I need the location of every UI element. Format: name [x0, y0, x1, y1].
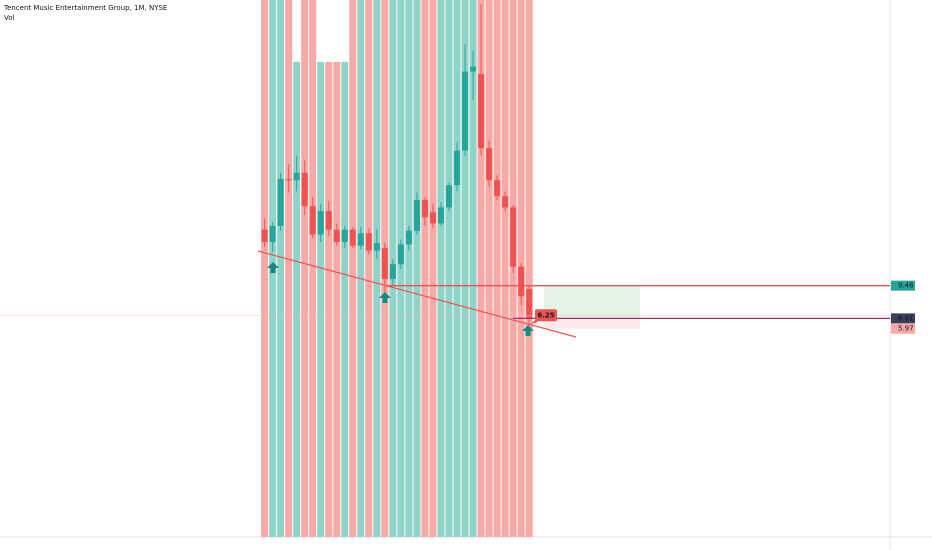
volume-bar [405, 0, 413, 538]
candle-body [341, 229, 348, 242]
price-badge [891, 323, 915, 334]
candle-body [261, 229, 268, 242]
volume-bar [309, 0, 317, 538]
low-bubble [535, 309, 557, 322]
position-loss [544, 318, 640, 329]
candle-body [389, 264, 396, 279]
volume-bar [293, 61, 301, 538]
candle-body [518, 266, 525, 297]
candle-body [365, 233, 372, 251]
candle-body [269, 225, 276, 242]
candle-body [502, 196, 509, 208]
volume-bar [469, 0, 477, 537]
candle-body [405, 230, 412, 245]
price-badge-label: 9.46 [898, 282, 914, 290]
candle-body [510, 207, 517, 267]
volume-bar [453, 0, 461, 537]
volume-bar [301, 0, 309, 537]
trendline [257, 250, 577, 338]
candle-body [413, 199, 420, 231]
volume-bar [413, 0, 421, 537]
candle-body [325, 211, 332, 230]
volume-bar [461, 0, 469, 538]
volume-bar [349, 0, 357, 537]
candle-body [381, 248, 388, 279]
volume-bar [485, 0, 493, 537]
candle-body [397, 244, 404, 265]
candle-body [478, 74, 485, 149]
price-badge [891, 313, 915, 324]
arrow [379, 292, 391, 303]
candle-body [301, 172, 308, 207]
volume-bar [437, 0, 445, 538]
candle-body [454, 150, 461, 186]
volume-bar [333, 61, 341, 538]
candle-body [357, 233, 364, 246]
candle-body [446, 185, 453, 208]
candle-body [437, 207, 444, 224]
low-bubble-label: 6.25 [537, 311, 554, 319]
candle-body [470, 66, 477, 72]
volume-bar [445, 0, 453, 537]
price-badge [891, 280, 915, 291]
candle-body [526, 288, 533, 319]
candle-body [462, 71, 469, 151]
volume-bar [525, 0, 533, 538]
candle-body [277, 179, 284, 226]
volume-bar [493, 0, 501, 537]
arrow [522, 325, 534, 336]
candle-body [494, 180, 501, 197]
candle-body [333, 229, 340, 242]
volume-bar [341, 61, 349, 538]
candle-body [421, 199, 428, 218]
volume-bar [429, 0, 437, 537]
chart-title: Tencent Music Entertainment Group, 1M, N… [3, 4, 167, 12]
volume-bar [325, 61, 333, 538]
volume-bar [357, 0, 365, 538]
candle-body [309, 206, 316, 235]
volume-title: Vol [4, 14, 15, 22]
candle-body [349, 229, 356, 246]
volume-bar [285, 0, 293, 538]
price-badge-label: 5.97 [898, 325, 914, 333]
candle-body [293, 172, 300, 181]
volume-bar [477, 0, 485, 537]
candle-body [373, 243, 380, 251]
candle-body [317, 211, 324, 235]
volume-bar [365, 0, 373, 537]
volume-bar [373, 0, 381, 538]
arrow [267, 262, 279, 273]
price-badge-label: 6.81 [898, 314, 914, 322]
volume-bar [261, 0, 269, 538]
volume-bar [277, 0, 285, 538]
volume-bar [501, 0, 509, 537]
volume-bar [317, 61, 325, 538]
candle-body [429, 212, 436, 224]
candle-body [285, 179, 292, 181]
axis: 9.466.815.97321.784M256.142M [891, 280, 915, 334]
volume-bar [421, 0, 429, 537]
candle-body [486, 148, 493, 181]
plot: 6.25 [0, 0, 890, 538]
position-profit [544, 285, 640, 319]
